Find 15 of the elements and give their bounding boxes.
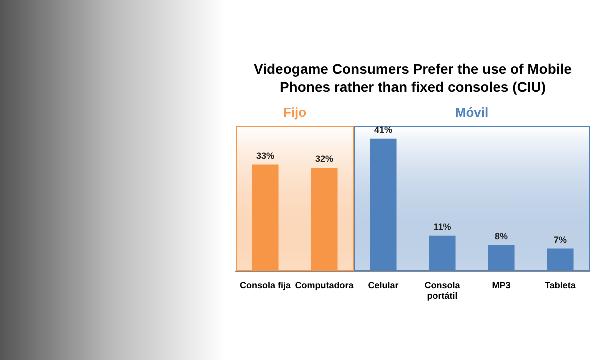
x-tick-label: Consola fija [240, 280, 292, 290]
data-label: 41% [374, 124, 393, 135]
chart-title: Videogame Consumers Prefer the use of Mobile Phones rather than fixed consoles (CIU) [253, 60, 573, 96]
data-label: 8% [494, 232, 508, 242]
x-tick-label: MP3 [492, 280, 511, 290]
x-tick-label: Computadora [295, 280, 355, 290]
x-tick-label: Tableta [545, 280, 577, 290]
band-label: Fijo [283, 105, 307, 120]
x-tick-label: Consola portátil [424, 280, 462, 302]
data-label: 11% [434, 222, 452, 232]
data-label: 32% [315, 154, 334, 164]
data-label: 7% [554, 234, 568, 245]
x-tick-label: Celular [368, 280, 400, 290]
data-label: 33% [256, 150, 275, 161]
band-label: Móvil [455, 105, 489, 120]
